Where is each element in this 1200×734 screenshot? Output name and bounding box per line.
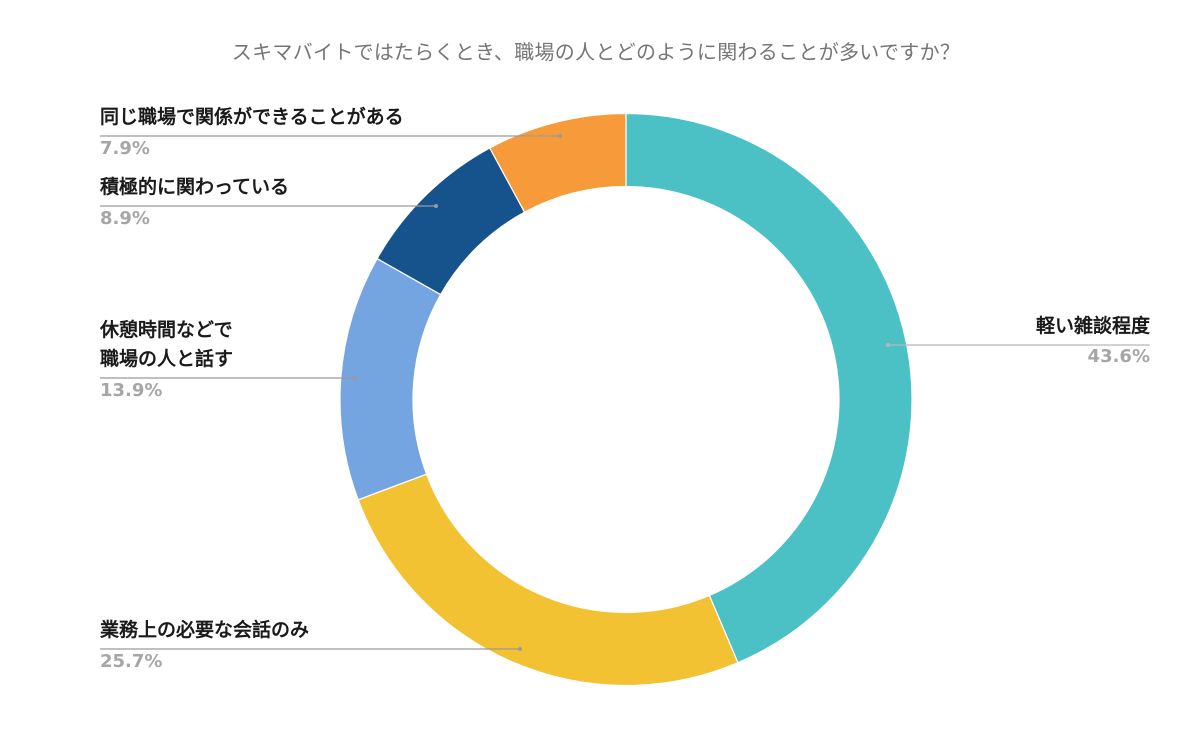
donut-segment [488,112,627,214]
leader-dot [886,343,890,347]
leader-lines [100,134,1150,651]
label-light-chat: 軽い雑談程度 [1035,315,1150,337]
leader-dot [434,204,438,208]
pct-light-chat: 43.6% [1087,346,1150,367]
donut-segment [625,112,913,664]
label-work-only: 業務上の必要な会話のみ [100,619,310,641]
leader-dot [518,647,522,651]
label-break-talk: 休憩時間などで 職場の人と話す [100,319,234,370]
donut-segment [357,473,739,687]
leader-dot [353,376,357,380]
pct-relationship: 7.9% [100,138,150,159]
pct-active: 8.9% [100,208,150,229]
donut-segments [339,112,913,687]
label-active: 積極的に関わっている [100,176,290,198]
chart-title: スキマバイトではたらくとき、職場の人とどのように関わることが多いですか？ [231,40,961,64]
pct-work-only: 25.7% [100,651,163,672]
leader-dot [558,134,562,138]
pct-break-talk: 13.9% [100,380,163,401]
label-relationship: 同じ職場で関係ができることがある [100,106,404,128]
